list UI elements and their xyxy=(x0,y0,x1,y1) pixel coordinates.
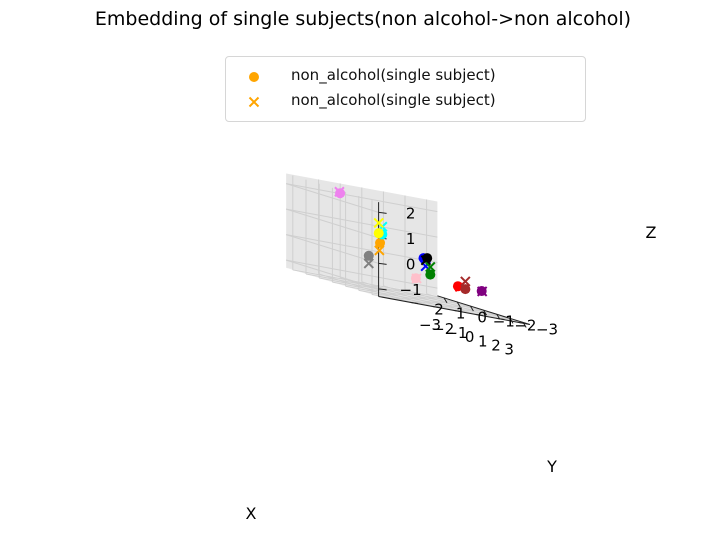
data-point-x xyxy=(460,276,471,287)
data-point-x xyxy=(334,186,345,197)
z-tick-mark xyxy=(378,211,387,214)
grid-line xyxy=(286,234,379,264)
legend-label: non_alcohol(single subject) xyxy=(291,91,496,109)
x-tick-label: 0 xyxy=(465,328,475,346)
grid-line xyxy=(286,183,438,213)
y-tick-mark xyxy=(410,302,419,304)
grid-lines xyxy=(286,175,524,323)
chart-title: Embedding of single subjects(non alcohol… xyxy=(94,8,632,30)
grid-line xyxy=(383,285,476,315)
data-point-circle xyxy=(460,284,471,295)
data-point-x xyxy=(425,261,436,273)
grid-line xyxy=(286,234,438,264)
x-tick-label: −2 xyxy=(432,320,454,338)
y-tick-label: −1 xyxy=(493,313,515,331)
data-point-circle xyxy=(373,228,384,239)
legend: non_alcohol(single subject) non_alcohol(… xyxy=(225,56,586,122)
grid-line xyxy=(286,208,379,239)
x-tick-label: 3 xyxy=(504,340,514,358)
z-tick-label: −1 xyxy=(400,281,422,299)
data-point-x xyxy=(363,258,374,269)
data-point-x xyxy=(374,245,385,256)
grid-line xyxy=(286,208,438,238)
y-tick-label: −3 xyxy=(536,321,558,339)
y-tick-label: −2 xyxy=(514,317,536,335)
y-tick-mark xyxy=(518,322,527,324)
data-point-x xyxy=(373,217,384,229)
x-tick-label: 1 xyxy=(478,332,488,350)
legend-circle-marker xyxy=(249,72,259,82)
y-axis-label: Y xyxy=(546,457,557,476)
data-points xyxy=(334,186,488,297)
z-tick-mark xyxy=(378,262,387,265)
data-point-circle xyxy=(363,250,374,261)
z-axis-label: Z xyxy=(646,223,657,242)
y-tick-mark xyxy=(497,318,505,320)
data-point-x xyxy=(420,255,432,266)
axis-lines xyxy=(378,202,530,328)
data-point-x xyxy=(476,286,488,297)
data-point-x xyxy=(411,273,422,284)
grid-line xyxy=(404,289,498,319)
x-tick-label: 2 xyxy=(491,336,501,354)
data-point-circle xyxy=(425,269,436,280)
x-tick-mark xyxy=(483,309,488,316)
x-axis-label: X xyxy=(246,504,257,523)
grid-line xyxy=(286,259,379,290)
x-tick-label: −3 xyxy=(419,316,441,334)
legend-label: non_alcohol(single subject) xyxy=(291,66,496,84)
grid-line xyxy=(426,293,520,323)
z-tick-label: 0 xyxy=(406,255,416,273)
legend-item-circle: non_alcohol(single subject) xyxy=(226,65,585,89)
grid-line xyxy=(286,259,438,289)
grid-line xyxy=(318,273,412,303)
x-tick-mark xyxy=(456,301,461,308)
legend-x-marker xyxy=(248,96,260,108)
grid-line xyxy=(286,183,379,213)
x-tick-label: −1 xyxy=(445,324,467,342)
y-tick-label: 2 xyxy=(434,301,444,319)
x-tick-mark xyxy=(509,318,514,324)
z-tick-label: 2 xyxy=(406,204,416,222)
x-tick-mark xyxy=(443,297,448,304)
y-tick-mark xyxy=(432,306,440,308)
y-tick-mark xyxy=(454,310,462,312)
z-tick-mark xyxy=(378,288,387,291)
legend-item-x: non_alcohol(single subject) xyxy=(226,90,585,114)
x-tick-mark xyxy=(469,305,474,312)
z-tick-label: 1 xyxy=(406,230,416,248)
grid-line xyxy=(361,281,455,311)
data-point-circle xyxy=(375,237,386,248)
y-tick-label: 0 xyxy=(477,309,487,327)
y-tick-mark xyxy=(475,314,483,316)
grid-line xyxy=(340,277,433,307)
x-axis-line xyxy=(437,295,530,325)
y-tick-label: 1 xyxy=(456,305,466,323)
